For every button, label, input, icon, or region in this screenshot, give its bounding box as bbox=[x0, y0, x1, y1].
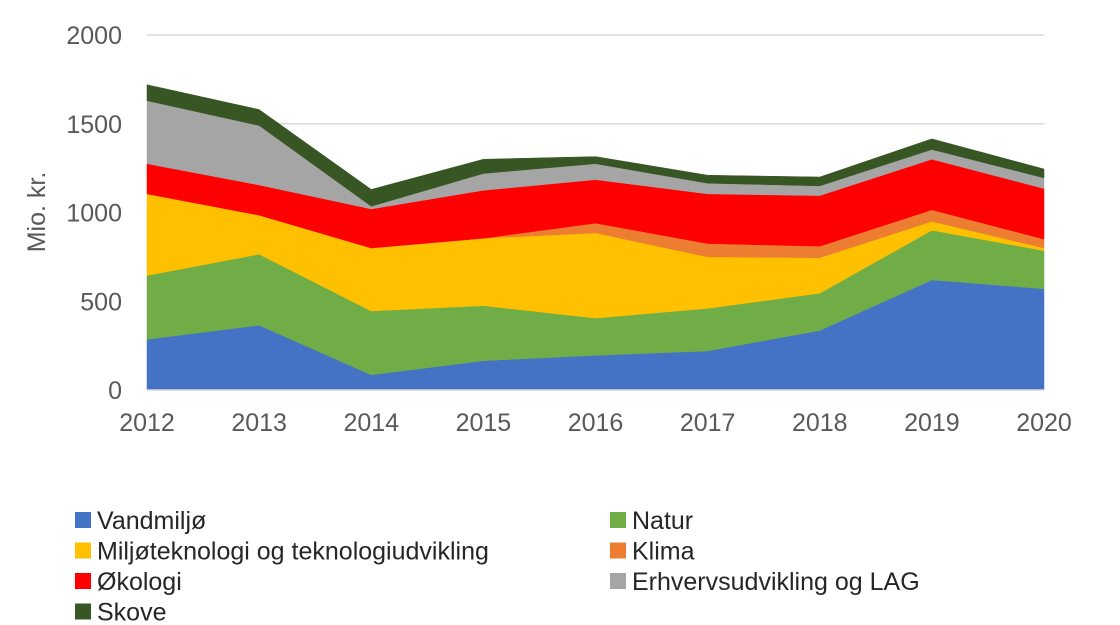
legend-label: Vandmiljø bbox=[97, 507, 206, 535]
legend-label: Erhvervsudvikling og LAG bbox=[632, 568, 920, 596]
legend-swatch bbox=[75, 542, 91, 559]
y-tick-label: 500 bbox=[80, 288, 122, 316]
x-tick-label: 2015 bbox=[456, 409, 512, 437]
legend-label: Økologi bbox=[97, 568, 182, 596]
x-tick-labels: 2012 2013 2014 2015 2016 2017 2018 2019 2020 bbox=[119, 409, 1072, 437]
x-tick-label: 2019 bbox=[904, 409, 960, 437]
legend-label: Miljøteknologi og teknologiudvikling bbox=[97, 538, 489, 566]
x-tick-label: 2018 bbox=[792, 409, 848, 437]
legend-swatch bbox=[75, 603, 91, 620]
x-tick-label: 2020 bbox=[1016, 409, 1072, 437]
legend-label: Natur bbox=[632, 507, 693, 535]
y-tick-label: 2000 bbox=[66, 22, 122, 50]
x-tick-label: 2013 bbox=[231, 409, 287, 437]
y-axis-title: Mio. kr. bbox=[23, 172, 51, 253]
legend-swatch bbox=[75, 573, 91, 589]
legend-swatch bbox=[610, 542, 626, 559]
x-tick-label: 2014 bbox=[343, 409, 399, 437]
legend: Vandmiljø Natur Miljøteknologi og teknolog… bbox=[75, 507, 920, 625]
legend-label: Skove bbox=[97, 599, 166, 625]
x-tick-label: 2012 bbox=[119, 409, 175, 437]
y-tick-labels: 0 500 1000 1500 2000 bbox=[66, 22, 122, 405]
x-tick-label: 2016 bbox=[568, 409, 624, 437]
y-tick-label: 1000 bbox=[66, 200, 122, 228]
area-series-skove bbox=[146, 84, 1045, 207]
legend-label: Klima bbox=[632, 538, 695, 566]
legend-swatch bbox=[610, 512, 626, 528]
x-tick-label: 2017 bbox=[680, 409, 736, 437]
area-series bbox=[146, 84, 1045, 391]
y-tick-label: 1500 bbox=[66, 111, 122, 139]
legend-swatch bbox=[75, 512, 91, 528]
legend-swatch bbox=[610, 573, 626, 589]
y-tick-label: 0 bbox=[108, 377, 122, 405]
